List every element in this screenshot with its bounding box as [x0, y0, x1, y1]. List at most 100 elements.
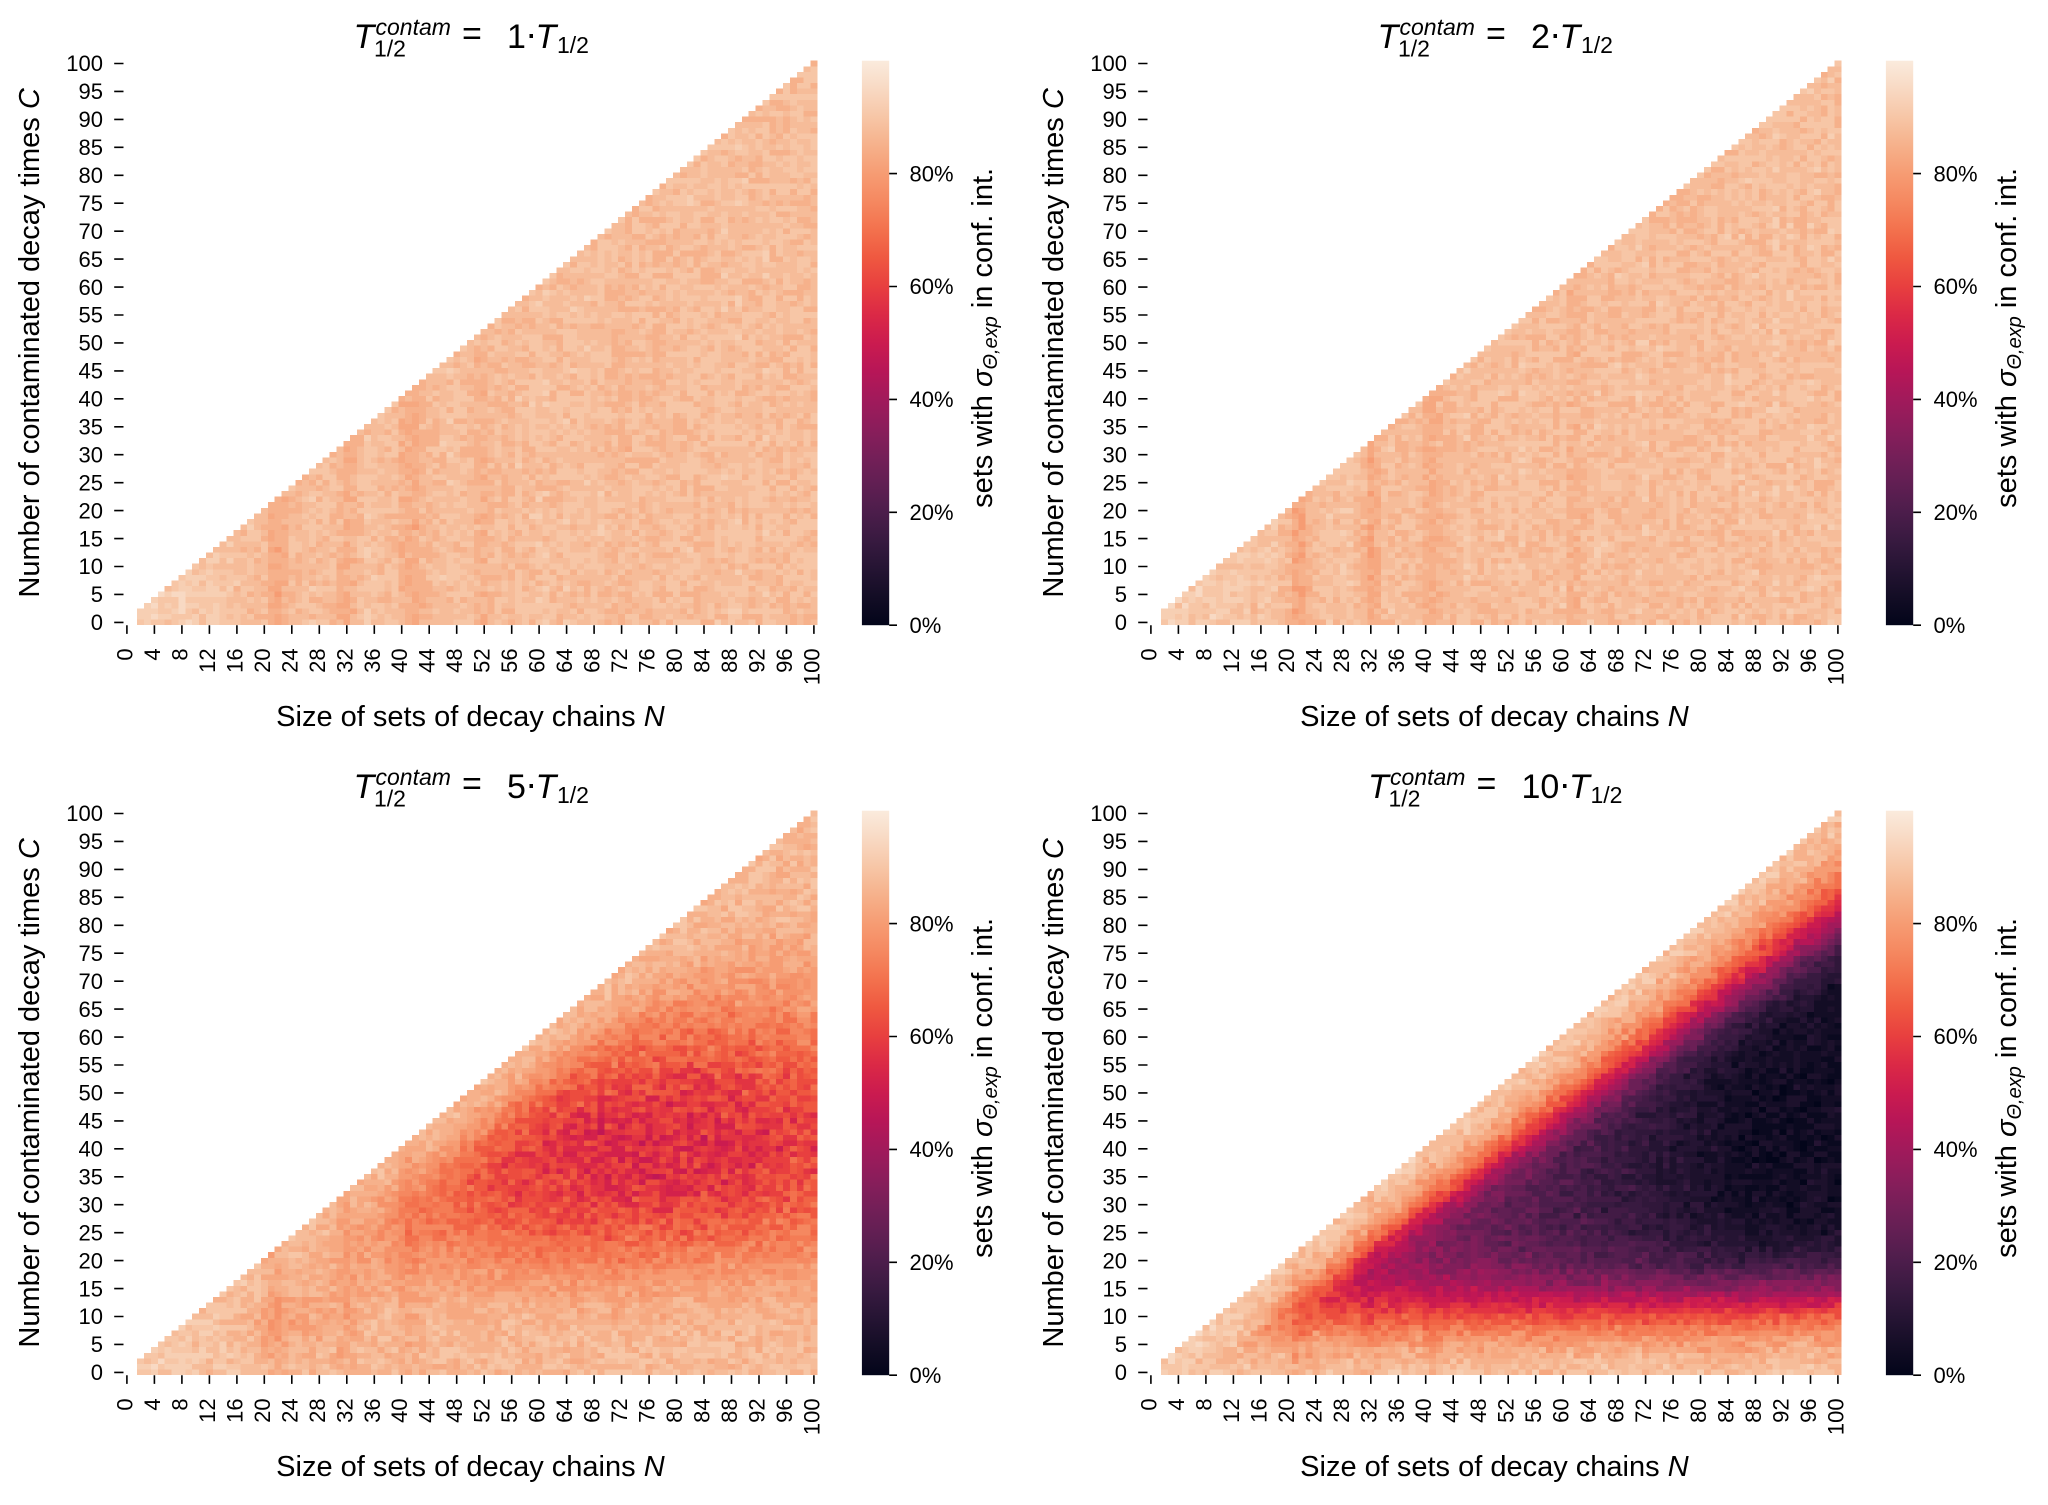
svg-text:40: 40: [1103, 387, 1127, 412]
svg-text:60%: 60%: [910, 274, 954, 299]
svg-text:contam: contam: [1390, 764, 1465, 790]
svg-text:60: 60: [525, 1398, 550, 1422]
svg-text:90: 90: [79, 107, 103, 132]
svg-text:32: 32: [1356, 648, 1381, 672]
svg-text:88: 88: [717, 1398, 742, 1422]
svg-text:65: 65: [1103, 247, 1127, 272]
svg-text:Size of sets of decay chains N: Size of sets of decay chains N: [1300, 1451, 1689, 1483]
svg-text:60: 60: [79, 1025, 103, 1050]
svg-text:80%: 80%: [1934, 161, 1978, 186]
svg-text:36: 36: [360, 648, 385, 672]
svg-text:36: 36: [1384, 648, 1409, 672]
svg-text:72: 72: [607, 648, 632, 672]
svg-text:45: 45: [1103, 359, 1127, 384]
svg-text:Number of contaminated decay t: Number of contaminated decay times C: [1038, 87, 1070, 597]
svg-text:25: 25: [1103, 470, 1127, 495]
svg-text:80%: 80%: [1934, 911, 1978, 936]
svg-text:8: 8: [167, 1398, 192, 1410]
svg-text:85: 85: [79, 135, 103, 160]
svg-text:1/2: 1/2: [557, 32, 589, 58]
svg-text:96: 96: [1796, 1398, 1821, 1422]
svg-text:40: 40: [387, 1398, 412, 1422]
svg-text:5: 5: [1115, 582, 1127, 607]
svg-text:8: 8: [1191, 1398, 1216, 1410]
svg-text:80: 80: [1103, 913, 1127, 938]
svg-text:32: 32: [1356, 1398, 1381, 1422]
svg-text:36: 36: [1384, 1398, 1409, 1422]
svg-text:0: 0: [1115, 1360, 1127, 1385]
svg-text:20: 20: [1103, 1248, 1127, 1273]
svg-text:44: 44: [415, 648, 440, 672]
svg-text:84: 84: [690, 1398, 715, 1422]
svg-text:96: 96: [772, 1398, 797, 1422]
svg-text:70: 70: [1103, 219, 1127, 244]
svg-text:T: T: [1378, 18, 1401, 56]
svg-text:35: 35: [1103, 415, 1127, 440]
svg-text:10⋅: 10⋅: [1522, 768, 1571, 806]
svg-text:100: 100: [1090, 51, 1127, 76]
svg-text:sets with σΘ,exp in conf. int.: sets with σΘ,exp in conf. int.: [967, 918, 1002, 1258]
svg-text:100: 100: [66, 801, 103, 826]
svg-text:65: 65: [79, 997, 103, 1022]
svg-text:45: 45: [79, 1109, 103, 1134]
svg-text:20: 20: [250, 648, 275, 672]
svg-text:95: 95: [79, 829, 103, 854]
svg-text:40: 40: [1411, 1398, 1436, 1422]
svg-text:0%: 0%: [1934, 1363, 1966, 1388]
svg-text:60%: 60%: [1934, 274, 1978, 299]
svg-text:20%: 20%: [910, 500, 954, 525]
svg-text:16: 16: [222, 648, 247, 672]
svg-text:88: 88: [1741, 1398, 1766, 1422]
svg-text:28: 28: [305, 648, 330, 672]
svg-text:Number of contaminated decay t: Number of contaminated decay times C: [14, 837, 46, 1347]
svg-text:T: T: [354, 18, 377, 56]
svg-text:55: 55: [79, 1053, 103, 1078]
svg-text:10: 10: [79, 554, 103, 579]
svg-text:44: 44: [1439, 1398, 1464, 1422]
svg-text:4: 4: [140, 1398, 165, 1410]
svg-text:56: 56: [497, 1398, 522, 1422]
svg-text:52: 52: [1494, 1398, 1519, 1422]
svg-text:20: 20: [1274, 1398, 1299, 1422]
svg-text:16: 16: [1246, 648, 1271, 672]
svg-text:40%: 40%: [910, 387, 954, 412]
svg-text:85: 85: [1103, 885, 1127, 910]
svg-text:4: 4: [1164, 648, 1189, 660]
svg-text:50: 50: [79, 1081, 103, 1106]
svg-text:12: 12: [195, 1398, 220, 1422]
svg-text:20: 20: [1103, 498, 1127, 523]
svg-text:contam: contam: [1400, 14, 1475, 40]
svg-text:30: 30: [1103, 1192, 1127, 1217]
svg-text:48: 48: [442, 1398, 467, 1422]
svg-text:1/2: 1/2: [1398, 35, 1430, 61]
svg-text:80: 80: [79, 163, 103, 188]
svg-text:=: =: [1486, 15, 1506, 53]
svg-text:15: 15: [1103, 1276, 1127, 1301]
svg-text:12: 12: [1219, 648, 1244, 672]
svg-text:0: 0: [1115, 610, 1127, 635]
svg-text:68: 68: [1604, 648, 1629, 672]
svg-text:75: 75: [1103, 941, 1127, 966]
svg-text:4: 4: [140, 648, 165, 660]
svg-text:64: 64: [1576, 648, 1601, 672]
svg-text:48: 48: [442, 648, 467, 672]
svg-text:68: 68: [1604, 1398, 1629, 1422]
svg-text:0: 0: [1136, 1398, 1161, 1410]
svg-text:1/2: 1/2: [374, 35, 406, 61]
svg-text:40%: 40%: [1934, 387, 1978, 412]
svg-text:1/2: 1/2: [1591, 782, 1623, 808]
svg-text:80: 80: [1686, 648, 1711, 672]
svg-text:30: 30: [79, 442, 103, 467]
svg-text:2⋅: 2⋅: [1531, 18, 1561, 56]
svg-text:5: 5: [91, 1332, 103, 1357]
svg-text:8: 8: [1191, 648, 1216, 660]
svg-text:56: 56: [1521, 1398, 1546, 1422]
svg-text:95: 95: [1103, 79, 1127, 104]
svg-text:100: 100: [1823, 1398, 1848, 1435]
svg-text:96: 96: [1796, 648, 1821, 672]
svg-text:80: 80: [1686, 1398, 1711, 1422]
svg-text:sets with σΘ,exp in conf. int.: sets with σΘ,exp in conf. int.: [1991, 168, 2026, 508]
svg-text:35: 35: [79, 1165, 103, 1190]
svg-text:95: 95: [79, 79, 103, 104]
svg-text:100: 100: [1823, 648, 1848, 685]
